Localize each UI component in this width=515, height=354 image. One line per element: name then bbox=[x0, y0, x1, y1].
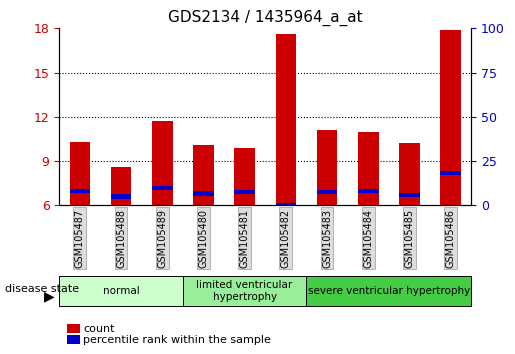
Text: GSM105489: GSM105489 bbox=[157, 209, 167, 268]
Text: GSM105480: GSM105480 bbox=[198, 209, 209, 268]
Title: GDS2134 / 1435964_a_at: GDS2134 / 1435964_a_at bbox=[168, 9, 363, 25]
Bar bbox=[276, 203, 296, 207]
Bar bbox=[152, 121, 173, 205]
Text: ▶: ▶ bbox=[44, 290, 55, 303]
Text: GSM105483: GSM105483 bbox=[322, 209, 332, 268]
Text: GSM105481: GSM105481 bbox=[239, 209, 250, 268]
Bar bbox=[193, 145, 214, 205]
Bar bbox=[183, 276, 306, 306]
Text: GSM105482: GSM105482 bbox=[281, 209, 291, 268]
Bar bbox=[399, 193, 420, 197]
Bar bbox=[358, 188, 379, 193]
Text: GSM105486: GSM105486 bbox=[445, 209, 456, 268]
Text: disease state: disease state bbox=[5, 284, 79, 295]
Text: GSM105488: GSM105488 bbox=[116, 209, 126, 268]
Bar bbox=[111, 194, 131, 199]
Text: severe ventricular hypertrophy: severe ventricular hypertrophy bbox=[307, 286, 470, 296]
Text: GSM105484: GSM105484 bbox=[363, 209, 373, 268]
Text: percentile rank within the sample: percentile rank within the sample bbox=[83, 335, 271, 345]
Text: limited ventricular
hypertrophy: limited ventricular hypertrophy bbox=[197, 280, 293, 302]
Bar bbox=[70, 188, 90, 193]
Bar bbox=[152, 185, 173, 190]
Text: count: count bbox=[83, 324, 115, 333]
Bar bbox=[234, 190, 255, 194]
Bar bbox=[59, 276, 183, 306]
Bar bbox=[193, 192, 214, 195]
Bar bbox=[317, 130, 337, 205]
Bar bbox=[399, 143, 420, 205]
Text: GSM105485: GSM105485 bbox=[404, 209, 415, 268]
Bar bbox=[70, 142, 90, 205]
Bar bbox=[306, 276, 471, 306]
Bar bbox=[440, 171, 461, 175]
Text: normal: normal bbox=[102, 286, 140, 296]
Bar bbox=[317, 190, 337, 194]
Bar bbox=[234, 148, 255, 205]
Text: GSM105487: GSM105487 bbox=[75, 209, 85, 268]
Bar bbox=[440, 30, 461, 205]
Bar bbox=[276, 34, 296, 205]
Bar bbox=[358, 132, 379, 205]
Bar bbox=[111, 167, 131, 205]
